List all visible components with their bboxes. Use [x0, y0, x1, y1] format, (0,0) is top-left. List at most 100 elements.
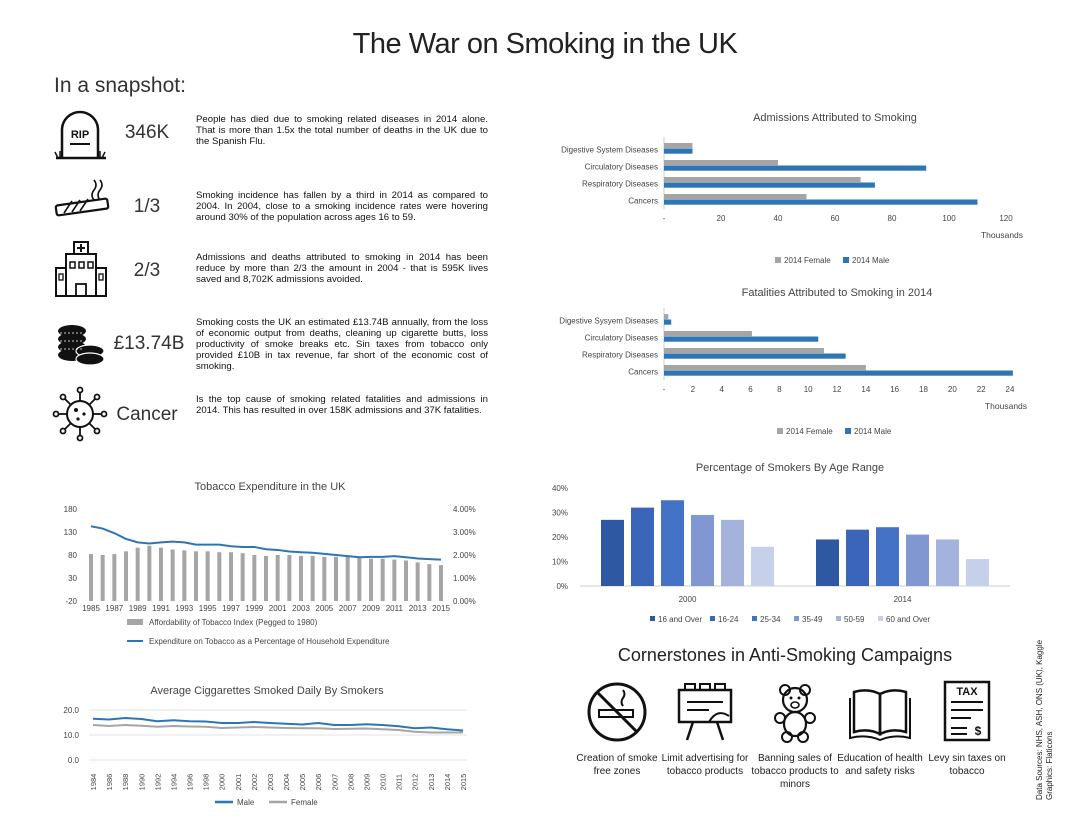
- tick-label: 1.00%: [453, 574, 476, 583]
- tick-label: 2010: [379, 774, 388, 791]
- cornerstone-label: Creation of smoke free zones: [576, 753, 658, 777]
- category-label: Circulatory Diseases: [585, 163, 658, 172]
- tick-label: 20: [717, 214, 726, 223]
- bar-35-49: [691, 514, 714, 586]
- cigarettes-chart: Average Ciggarettes Smoked Daily By Smok…: [63, 685, 468, 807]
- bar-affordability: [100, 555, 105, 601]
- tick-label: 2013: [409, 604, 427, 613]
- tick-label: 2.00%: [453, 551, 476, 560]
- bar-2014-female: [664, 160, 778, 166]
- tick-label: 2006: [314, 774, 323, 791]
- tick-label: 1985: [82, 604, 100, 613]
- tick-label: 1990: [137, 774, 146, 791]
- bar-2014-female: [664, 314, 669, 320]
- bar-affordability: [415, 562, 420, 601]
- chart-title: Fatalities Attributed to Smoking in 2014: [742, 287, 933, 299]
- tick-label: 2003: [292, 604, 310, 613]
- stat-text: People has died due to smoking related d…: [196, 114, 488, 147]
- bar-affordability: [275, 555, 280, 601]
- tombstone-icon: RIP: [54, 110, 106, 160]
- tick-label: 2004: [282, 774, 291, 791]
- bar-affordability: [334, 556, 338, 601]
- tick-label: 40: [774, 214, 783, 223]
- tick-label: 4.00%: [453, 505, 476, 514]
- tick-label: 2007: [330, 774, 339, 791]
- axis-label: Thousands: [981, 230, 1023, 240]
- stat-row-cancer: Cancer Is the top cause of smoking relat…: [50, 384, 490, 444]
- cornerstones-heading: Cornerstones in Anti-Smoking Campaigns: [617, 645, 953, 665]
- data-sources: Data Sources: NHS, ASH, ONS (UK), Kaggle…: [1035, 639, 1054, 800]
- tick-label: 0%: [556, 582, 568, 591]
- bar-16-24: [631, 507, 654, 586]
- tick-label: 0.00%: [453, 597, 476, 606]
- bar-affordability: [159, 547, 163, 601]
- bar-25-34: [661, 500, 684, 586]
- stat-row-admissions: 2/3 Admissions and deaths attributed to …: [50, 240, 490, 300]
- axis-label: Thousands: [985, 401, 1027, 411]
- tick-label: 120: [999, 214, 1013, 223]
- tick-label: 2000: [218, 774, 227, 791]
- bar-affordability: [369, 558, 373, 601]
- legend-swatch: [845, 428, 851, 434]
- tick-label: 2009: [362, 604, 380, 613]
- cornerstone-label: Levy sin taxes on tobacco: [928, 753, 1006, 777]
- tick-label: 2008: [346, 774, 355, 791]
- tick-label: 3.00%: [453, 528, 476, 537]
- tick-label: 2011: [395, 774, 404, 790]
- stat-text: Smoking incidence has fallen by a third …: [196, 190, 488, 223]
- tick-label: 10.0: [63, 731, 79, 740]
- cornerstone-label: Education of health and safety risks: [837, 753, 923, 777]
- tick-label: 8: [777, 385, 782, 394]
- bar-affordability: [322, 556, 327, 601]
- bar-affordability: [264, 555, 268, 601]
- tick-label: 1984: [89, 774, 98, 791]
- legend-swatch: [836, 616, 841, 621]
- legend-swatch: [878, 616, 883, 621]
- tick-label: 2005: [315, 604, 333, 613]
- bar-affordability: [345, 556, 350, 601]
- cornerstone-advertising: Limit advertising for tobacco products: [655, 680, 755, 778]
- bar-60-and-over: [751, 546, 774, 586]
- tick-label: 30%: [552, 509, 568, 518]
- tick-label: 1994: [169, 774, 178, 791]
- cornerstone-education: Education of health and safety risks: [830, 680, 930, 778]
- legend-swatch: [752, 616, 757, 621]
- chart-title: Average Ciggarettes Smoked Daily By Smok…: [150, 685, 384, 697]
- tick-label: 2001: [269, 604, 287, 613]
- age-range-chart: Percentage of Smokers By Age Range 0% 10% 2…: [552, 462, 1010, 624]
- legend-label: 2014 Male: [852, 256, 890, 265]
- bar-affordability: [89, 554, 93, 601]
- tick-label: 80: [68, 551, 77, 560]
- tick-label: 2013: [427, 774, 436, 791]
- tick-label: 1999: [245, 604, 263, 613]
- tick-label: 180: [64, 505, 78, 514]
- category-label: 2014: [894, 595, 912, 604]
- bar-affordability: [135, 547, 140, 601]
- stat-row-incidence: 1/3 Smoking incidence has fallen by a th…: [50, 176, 490, 236]
- bar-affordability: [240, 553, 245, 601]
- hospital-icon: [55, 241, 107, 297]
- stat-value: Cancer: [116, 404, 178, 425]
- expenditure-chart: Tobacco Expenditure in the UK -20 30 80 130 1…: [64, 481, 476, 646]
- bar-50-59: [721, 519, 744, 586]
- tick-label: 130: [64, 528, 78, 537]
- billboard-icon: [677, 683, 733, 741]
- bar-affordability: [299, 555, 303, 601]
- tick-label: 10%: [552, 558, 568, 567]
- tick-label: 2009: [362, 774, 371, 791]
- legend-label: 2014 Male: [854, 427, 892, 436]
- legend-label: 2014 Female: [786, 427, 833, 436]
- bar-25-34: [876, 527, 899, 586]
- bar-affordability: [287, 555, 292, 601]
- legend-label: Male: [237, 798, 255, 807]
- tax-label: TAX: [956, 686, 978, 698]
- tick-label: -: [663, 385, 666, 394]
- legend-label: 35-49: [802, 615, 823, 624]
- bar-2014-male: [664, 199, 978, 205]
- legend-swatch: [650, 616, 655, 621]
- category-label: Digestive System Diseases: [561, 146, 658, 155]
- tick-label: 2: [691, 385, 696, 394]
- tick-label: -20: [65, 597, 77, 606]
- teddy-bear-icon: [774, 684, 816, 743]
- legend-label: 25-34: [760, 615, 781, 624]
